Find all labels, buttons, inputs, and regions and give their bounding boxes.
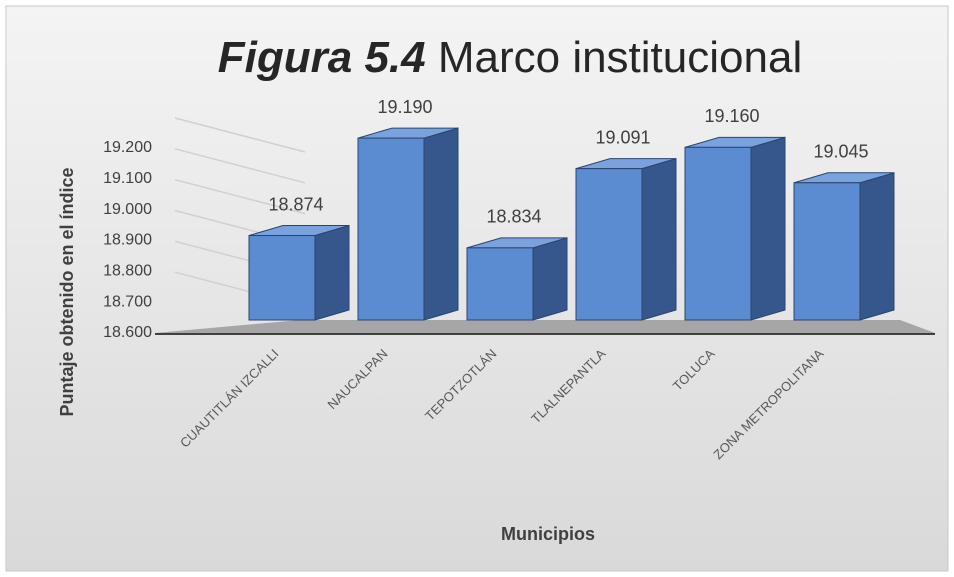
bar-side xyxy=(423,127,459,321)
bar-side xyxy=(859,172,895,321)
y-axis-title: Puntaje obtenido en el índice xyxy=(57,167,77,416)
chart-title: Figura 5.4 Marco institucional xyxy=(218,33,802,82)
y-tick-label: 18.900 xyxy=(103,232,152,249)
bar-side xyxy=(532,237,568,321)
data-label: 18.874 xyxy=(268,194,323,214)
y-tick-label: 18.800 xyxy=(103,263,152,280)
figure-label: Figura 5.4 xyxy=(218,33,426,82)
bar-side xyxy=(750,136,786,321)
y-tick-label: 19.200 xyxy=(103,139,152,156)
bar xyxy=(793,182,861,321)
grid-line xyxy=(174,178,306,215)
y-tick-label: 19.100 xyxy=(103,170,152,187)
title-text: Marco institucional xyxy=(438,33,802,82)
grid-line xyxy=(174,117,306,153)
bar xyxy=(248,235,316,321)
data-label: 19.190 xyxy=(377,97,432,117)
bar-side xyxy=(314,224,350,321)
bar xyxy=(466,247,534,321)
grid-line xyxy=(174,148,306,184)
y-tick-label: 18.700 xyxy=(103,293,152,310)
floor xyxy=(155,320,935,333)
data-label: 19.091 xyxy=(595,127,650,147)
y-tick-label: 19.000 xyxy=(103,201,152,218)
y-tick-label: 18.600 xyxy=(103,324,152,341)
bar-side xyxy=(641,157,677,321)
data-label: 18.834 xyxy=(486,207,541,227)
bar xyxy=(684,146,752,321)
x-axis-title: Municipios xyxy=(501,524,595,544)
data-label: 19.160 xyxy=(704,106,759,126)
data-label: 19.045 xyxy=(813,142,868,162)
bar xyxy=(357,137,425,321)
bar xyxy=(575,168,643,321)
